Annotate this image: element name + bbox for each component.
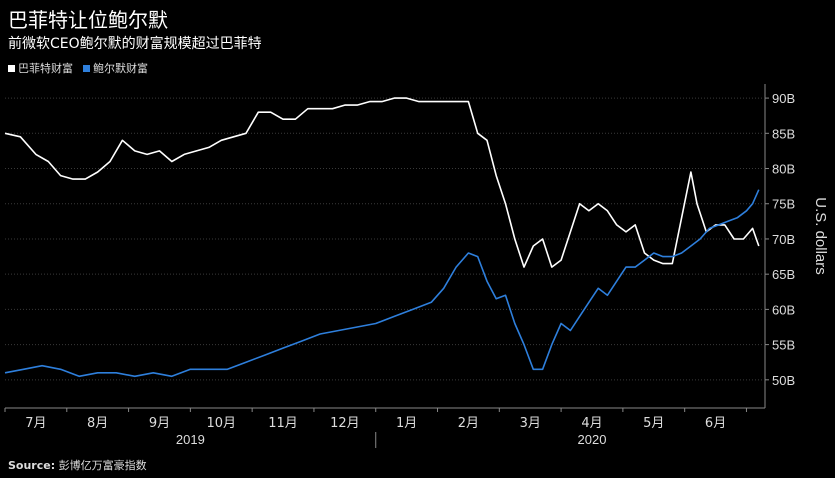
legend-label-ballmer: 鲍尔默财富	[93, 62, 148, 75]
series-line-buffett	[4, 97, 760, 268]
source-text: 彭博亿万富豪指数	[58, 459, 147, 472]
legend: 巴菲特财富 鲍尔默财富	[8, 60, 148, 76]
y-tick-label: 60B	[772, 302, 795, 317]
y-axis-label: U.S. dollars	[812, 197, 829, 275]
y-tick-label: 85B	[772, 126, 795, 141]
source-note: Source: 彭博亿万富豪指数	[8, 457, 147, 473]
x-tick-label: 6月	[705, 416, 726, 431]
y-tick-label: 80B	[772, 162, 795, 177]
legend-swatch-ballmer	[83, 64, 90, 72]
x-tick-label: 11月	[268, 416, 298, 431]
y-tick-label: 70B	[772, 232, 795, 247]
x-tick-label: 1月	[396, 416, 417, 431]
y-tick-label: 75B	[772, 197, 795, 212]
year-label: 2019	[176, 432, 205, 447]
legend-item-ballmer: 鲍尔默财富	[83, 60, 148, 76]
chart-subtitle: 前微软CEO鲍尔默的财富规模超过巴菲特	[8, 36, 262, 52]
y-tick-label: 50B	[772, 373, 795, 388]
x-tick-label: 3月	[520, 416, 541, 431]
y-tick-label: 65B	[772, 267, 795, 282]
legend-item-buffett: 巴菲特财富	[8, 60, 73, 76]
x-tick-label: 9月	[149, 416, 170, 431]
y-tick-label: 55B	[772, 338, 795, 353]
year-label: 2020	[578, 432, 607, 447]
source-label: Source:	[8, 459, 56, 472]
x-tick-label: 2月	[458, 416, 479, 431]
x-tick-label: 5月	[643, 416, 664, 431]
y-tick-label: 90B	[772, 91, 795, 106]
legend-label-buffett: 巴菲特财富	[18, 62, 73, 75]
x-tick-label: 8月	[87, 416, 108, 431]
x-tick-label: 10月	[206, 416, 236, 431]
x-tick-label: 4月	[581, 416, 602, 431]
chart-title: 巴菲特让位鲍尔默	[8, 8, 168, 32]
x-tick-label: 12月	[330, 416, 360, 431]
legend-swatch-buffett	[8, 64, 15, 72]
series-line-ballmer	[4, 189, 760, 378]
x-tick-label: 7月	[25, 416, 46, 431]
